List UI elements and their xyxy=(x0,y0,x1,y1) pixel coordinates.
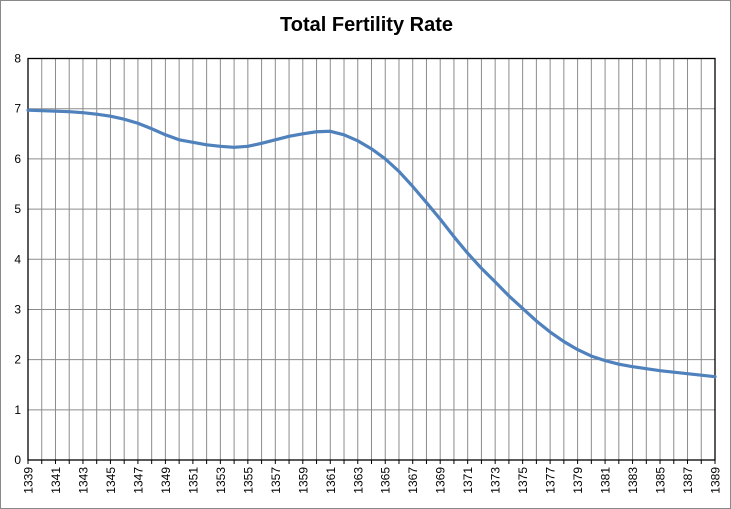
x-axis-label: 1359 xyxy=(296,467,310,494)
y-axis-label: 8 xyxy=(14,52,21,66)
x-axis-label: 1379 xyxy=(571,467,585,494)
y-axis-label: 3 xyxy=(14,302,21,316)
x-axis-label: 1363 xyxy=(351,467,365,494)
chart-title: Total Fertility Rate xyxy=(280,14,453,36)
y-axis-label: 0 xyxy=(14,453,21,467)
x-axis-label: 1385 xyxy=(654,467,668,494)
x-axis-label: 1389 xyxy=(709,467,723,494)
y-axis-label: 4 xyxy=(14,252,21,266)
x-axis-label: 1349 xyxy=(159,467,173,494)
x-axis-label: 1361 xyxy=(324,467,338,494)
x-axis-label: 1345 xyxy=(104,467,118,494)
x-axis-label: 1347 xyxy=(131,467,145,494)
x-axis-label: 1365 xyxy=(379,467,393,494)
x-axis-label: 1387 xyxy=(681,467,695,494)
x-axis-label: 1353 xyxy=(214,467,228,494)
x-axis-label: 1373 xyxy=(489,467,503,494)
x-axis-label: 1371 xyxy=(461,467,475,494)
x-axis-label: 1339 xyxy=(22,467,36,494)
y-axis-label: 6 xyxy=(14,152,21,166)
x-axis-label: 1381 xyxy=(599,467,613,494)
x-axis-label: 1369 xyxy=(434,467,448,494)
x-axis-label: 1375 xyxy=(516,467,530,494)
x-axis-label: 1383 xyxy=(626,467,640,494)
x-axis-label: 1351 xyxy=(186,467,200,494)
y-axis-label: 1 xyxy=(14,403,21,417)
y-axis-label: 7 xyxy=(14,102,21,116)
fertility-line xyxy=(26,108,717,379)
x-axis-label: 1341 xyxy=(49,467,63,494)
x-axis-label: 1367 xyxy=(406,467,420,494)
y-axis-label: 5 xyxy=(14,202,21,216)
y-axis-label: 2 xyxy=(14,353,21,367)
x-axis-label: 1357 xyxy=(269,467,283,494)
x-axis-label: 1343 xyxy=(76,467,90,494)
x-axis-label: 1377 xyxy=(544,467,558,494)
x-axis-label: 1355 xyxy=(241,467,255,494)
